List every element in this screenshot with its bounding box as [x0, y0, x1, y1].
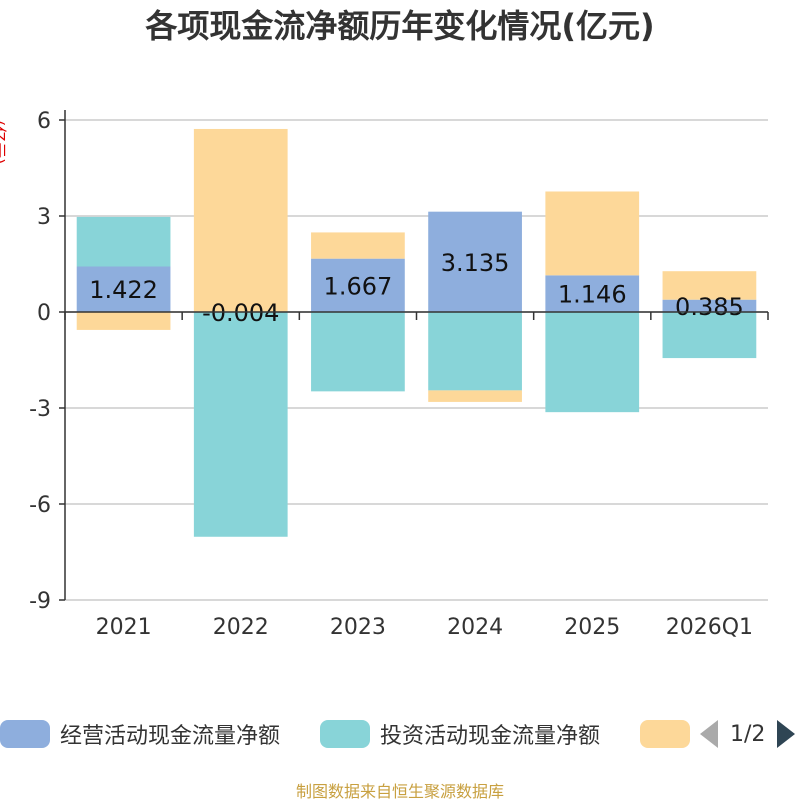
pager-next-icon[interactable] [777, 720, 796, 748]
bar-investing-2023 [311, 312, 405, 392]
pager-page-indicator: 1/2 [730, 721, 766, 747]
bar-investing-2022 [193, 312, 288, 537]
legend: 经营活动现金流量净额 投资活动现金流量净额 [0, 716, 800, 752]
chart-title: 各项现金流净额历年变化情况(亿元) [145, 7, 655, 45]
data-label-operating-2022: -0.004 [202, 299, 279, 327]
bar-financing-2021 [76, 312, 171, 330]
bar-investing-2026Q1 [662, 312, 757, 359]
legend-label-operating: 经营活动现金流量净额 [60, 724, 281, 749]
bar-investing-2024 [428, 312, 522, 391]
x-tick-label-2023: 2023 [330, 615, 386, 640]
bar-financing-2023 [311, 232, 405, 259]
bar-operating-2026Q1 [662, 299, 757, 312]
bar-investing-2025 [545, 312, 640, 413]
x-tick-label-2022: 2022 [213, 615, 269, 640]
y-tick-label: 3 [37, 205, 51, 230]
bar-operating-2023 [311, 258, 405, 312]
data-label-operating-2021: 1.422 [89, 276, 158, 304]
legend-swatch-operating [0, 720, 50, 748]
x-tick-label-2025: 2025 [564, 615, 620, 640]
x-tick-label-2021: 2021 [96, 615, 152, 640]
pager-prev-icon[interactable] [700, 720, 718, 748]
legend-label-investing: 投资活动现金流量净额 [380, 724, 601, 749]
data-label-operating-2023: 1.667 [324, 272, 393, 300]
y-tick-label: -3 [29, 397, 51, 422]
bar-financing-2026Q1 [662, 271, 757, 300]
x-tick-label-2024: 2024 [447, 615, 503, 640]
legend-pager: 1/2 [700, 716, 796, 752]
bar-investing-2021 [76, 216, 171, 267]
data-label-operating-2025: 1.146 [558, 281, 627, 309]
bar-financing-2025 [545, 191, 640, 276]
y-tick-label: 6 [37, 109, 51, 134]
legend-swatch-financing [640, 720, 690, 748]
bar-financing-2024 [428, 390, 522, 402]
bar-operating-2024 [428, 211, 522, 312]
legend-item-investing[interactable]: 投资活动现金流量净额 [320, 716, 600, 752]
data-label-operating-2024: 3.135 [441, 249, 510, 277]
data-source-note: 制图数据来自恒生聚源数据库 [295, 782, 504, 801]
bar-financing-2022 [193, 128, 288, 312]
legend-swatch-investing [320, 720, 370, 748]
y-tick-label: -9 [29, 589, 51, 614]
x-tick-label-2026Q1: 2026Q1 [666, 615, 753, 640]
bar-operating-2025 [545, 275, 640, 312]
y-tick-label: -6 [29, 493, 51, 518]
legend-item-financing[interactable] [640, 716, 690, 752]
data-label-operating-2026Q1: 0.385 [675, 293, 744, 321]
bar-operating-2021 [76, 266, 171, 312]
y-tick-label: 0 [37, 301, 51, 326]
legend-item-operating[interactable]: 经营活动现金流量净额 [0, 716, 280, 752]
bar-chart: 6 3 0 -3 -6 -9 1.422 -0.004 1.667 3.135 1.146 0.385… [29, 109, 769, 640]
